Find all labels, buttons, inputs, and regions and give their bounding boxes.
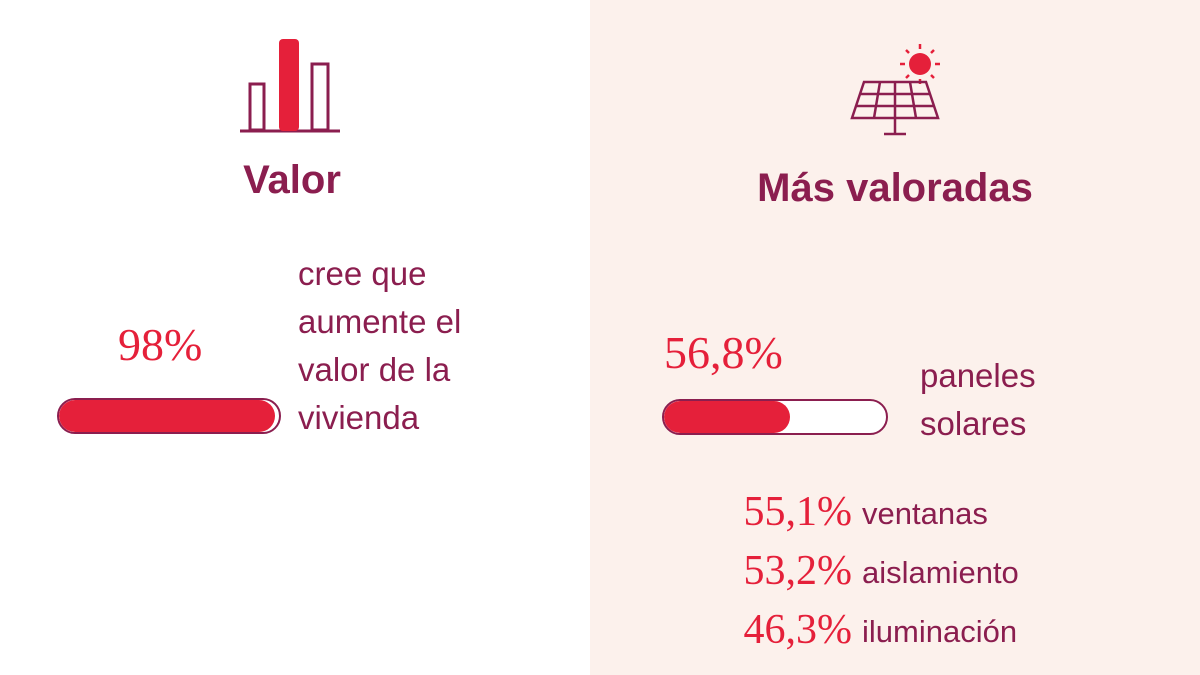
progress-fill [59, 400, 275, 432]
item-percent: 53,2% [743, 548, 853, 594]
description-line: aumente el [298, 303, 462, 340]
right-percent: 56,8% [664, 327, 783, 378]
item-row: 55,1% ventanas [700, 488, 1100, 548]
left-percent: 98% [118, 319, 203, 370]
item-row: 46,3% iluminación [700, 606, 1100, 666]
item-row: 53,2% aislamiento [700, 547, 1100, 607]
description-line: paneles [920, 357, 1036, 394]
progress-bar [662, 399, 888, 435]
right-title: Más valoradas [757, 166, 1033, 210]
item-percent: 46,3% [743, 607, 853, 653]
progress-fill [664, 401, 791, 433]
item-label: iluminación [862, 614, 1018, 649]
left-description: cree que aumente el valor de la vivienda [298, 250, 461, 442]
item-label: aislamiento [862, 555, 1019, 590]
left-title: Valor [243, 158, 341, 202]
right-description: paneles solares [920, 352, 1036, 448]
description-line: cree que [298, 255, 427, 292]
bar-chart-icon [240, 39, 340, 133]
description-line: vivienda [298, 399, 420, 436]
description-line: valor de la [298, 351, 451, 388]
solar-panel-icon [850, 44, 940, 136]
description-line: solares [920, 405, 1027, 442]
item-label: ventanas [862, 496, 988, 531]
progress-bar [57, 398, 281, 434]
item-percent: 55,1% [743, 489, 853, 535]
